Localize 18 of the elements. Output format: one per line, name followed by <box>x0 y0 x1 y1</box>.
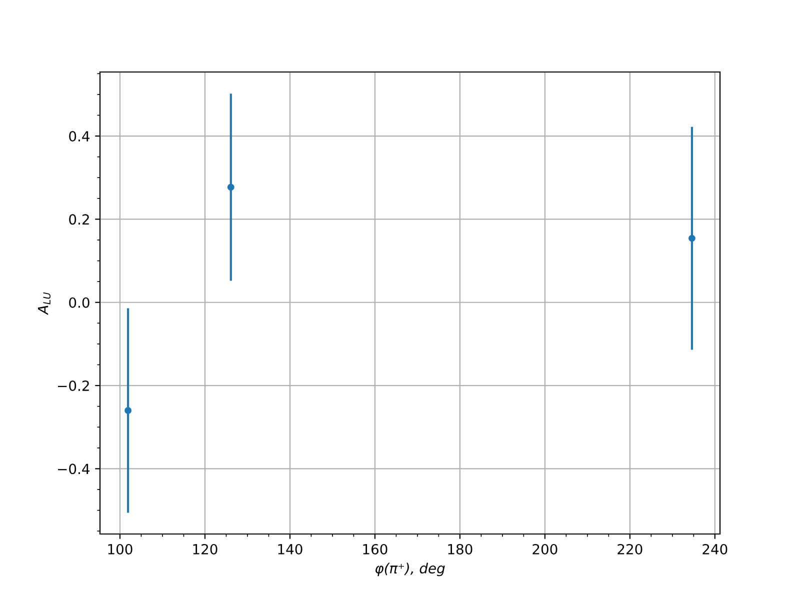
point <box>227 184 234 191</box>
x-tick-label: 220 <box>618 544 642 554</box>
x-tick-label: 100 <box>108 544 132 554</box>
x-tick-label: 180 <box>448 544 472 554</box>
x-tick-label: 140 <box>278 544 302 554</box>
point <box>688 234 696 242</box>
x-tick-label: 160 <box>363 544 388 554</box>
x-tick-label: 200 <box>532 544 558 554</box>
x-axis-title: φ(π⁺), deg <box>376 562 445 576</box>
x-tick-label: 240 <box>702 544 728 554</box>
y-tick-label: −0.2 <box>58 380 89 392</box>
y-axis-title: A$_{LU}$ <box>38 292 51 316</box>
x-tick-label: 120 <box>193 544 218 554</box>
y-tick-label: 0.0 <box>69 297 90 308</box>
y-tick-label: 0.2 <box>69 214 89 225</box>
point <box>124 407 132 414</box>
y-tick-label: 0.4 <box>69 131 90 142</box>
y-tick-label: −0.4 <box>58 464 90 474</box>
